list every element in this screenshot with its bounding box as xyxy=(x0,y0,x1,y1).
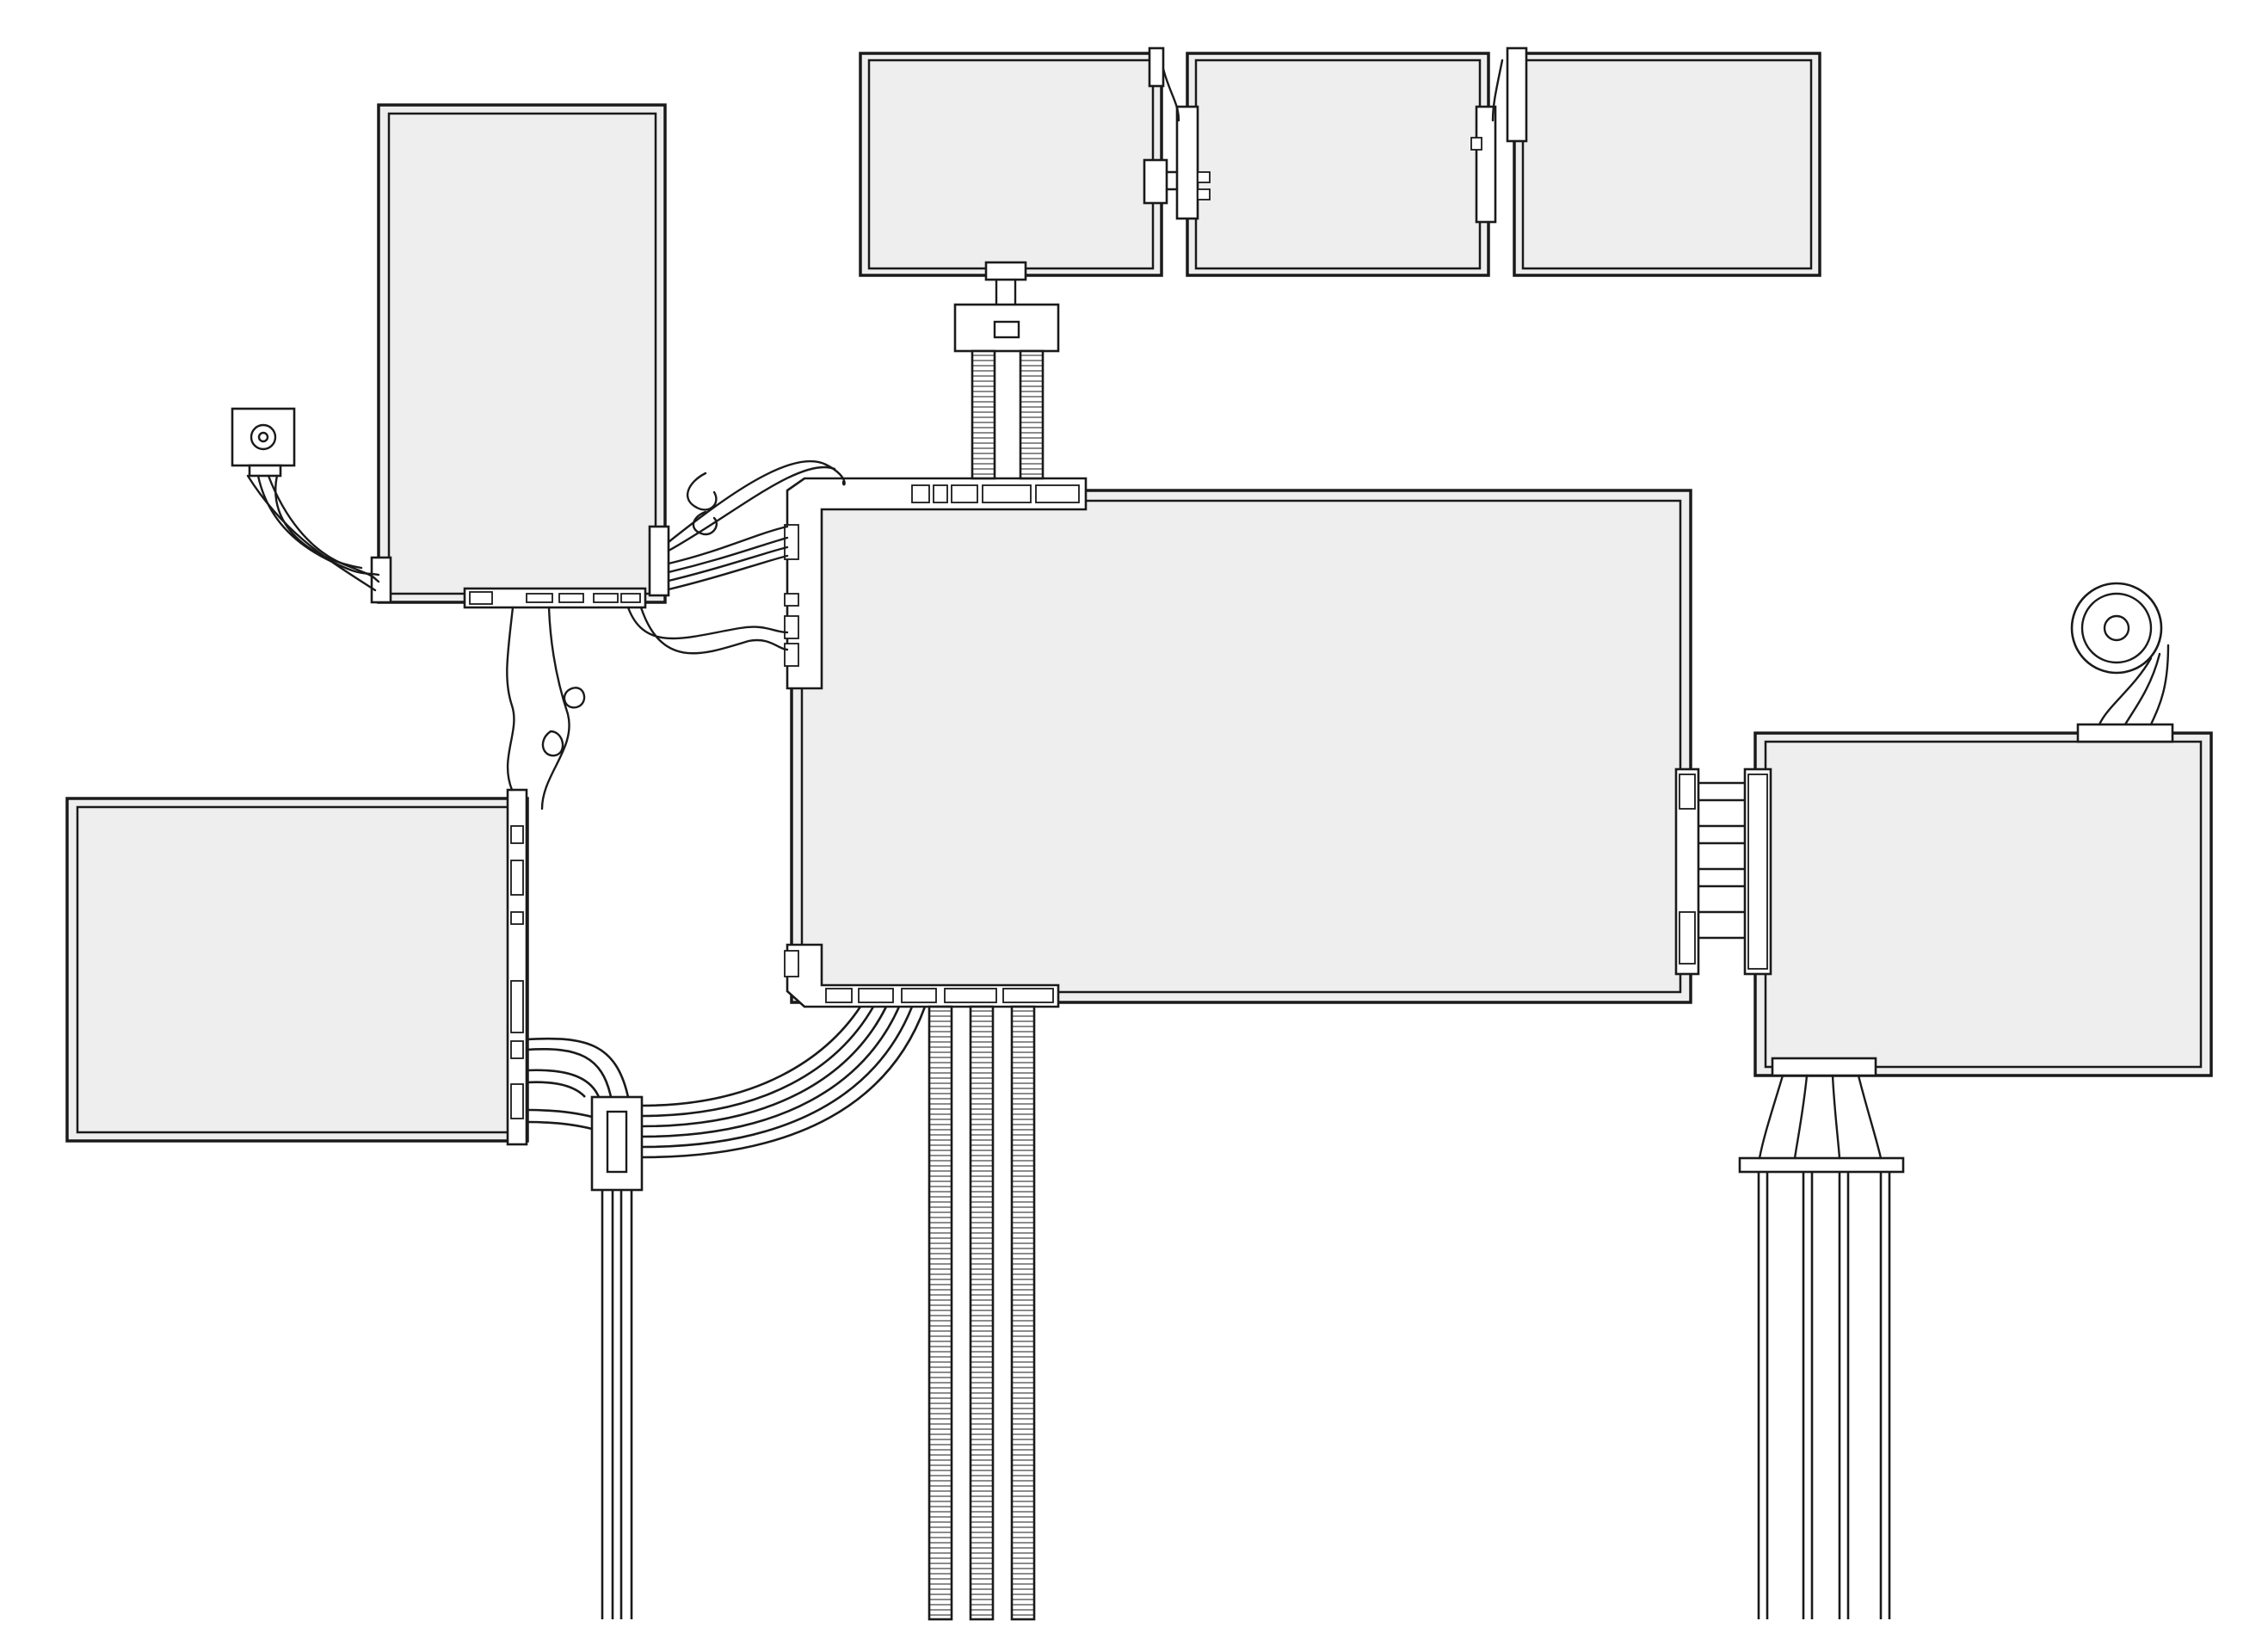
central-to-right-cables xyxy=(1698,781,1745,940)
top-strip-cables xyxy=(1162,59,1504,191)
top-strip-panel-2 xyxy=(1186,52,1490,277)
sensor-twisted-cables xyxy=(246,474,380,592)
speaker-to-right-cables xyxy=(2098,644,2170,726)
right-panel-left-connector xyxy=(1674,767,1772,976)
central-main-panel xyxy=(790,489,1692,1004)
top-left-panel-side-connector xyxy=(370,525,670,604)
left-middle-panel xyxy=(65,797,529,1143)
small-square-sensor xyxy=(231,407,296,478)
mount-to-central-ribbed-cables xyxy=(971,349,1045,480)
top-left-to-left-middle-cables xyxy=(506,606,586,811)
mount-bracket xyxy=(953,261,1060,353)
top-strip-panel-1 xyxy=(859,52,1163,277)
central-panel-top-bracket xyxy=(784,477,1088,690)
round-speaker-device xyxy=(2070,582,2163,675)
right-panel-top-connector xyxy=(2076,723,2174,743)
top-strip-connectors xyxy=(1143,46,1528,224)
hub-to-central-bundle xyxy=(641,1006,927,1159)
top-strip-panel-3 xyxy=(1513,52,1821,277)
right-panel xyxy=(1753,731,2213,1077)
top-left-to-central-cables xyxy=(626,459,846,655)
right-panel-bottom-connector xyxy=(1738,1057,1905,1174)
left-middle-panel-right-connector xyxy=(506,788,528,1146)
splitter-hub xyxy=(590,1095,644,1192)
central-downward-ribbed-cables xyxy=(928,1005,1036,1621)
hub-downward-cables xyxy=(601,1190,633,1619)
central-panel-bottom-bracket xyxy=(784,943,1060,1008)
top-left-panel-bottom-connector xyxy=(463,587,647,609)
left-middle-to-hub-cables xyxy=(526,1037,630,1131)
right-panel-bottom-cables xyxy=(1757,1074,1891,1619)
top-left-tall-panel xyxy=(377,103,667,604)
